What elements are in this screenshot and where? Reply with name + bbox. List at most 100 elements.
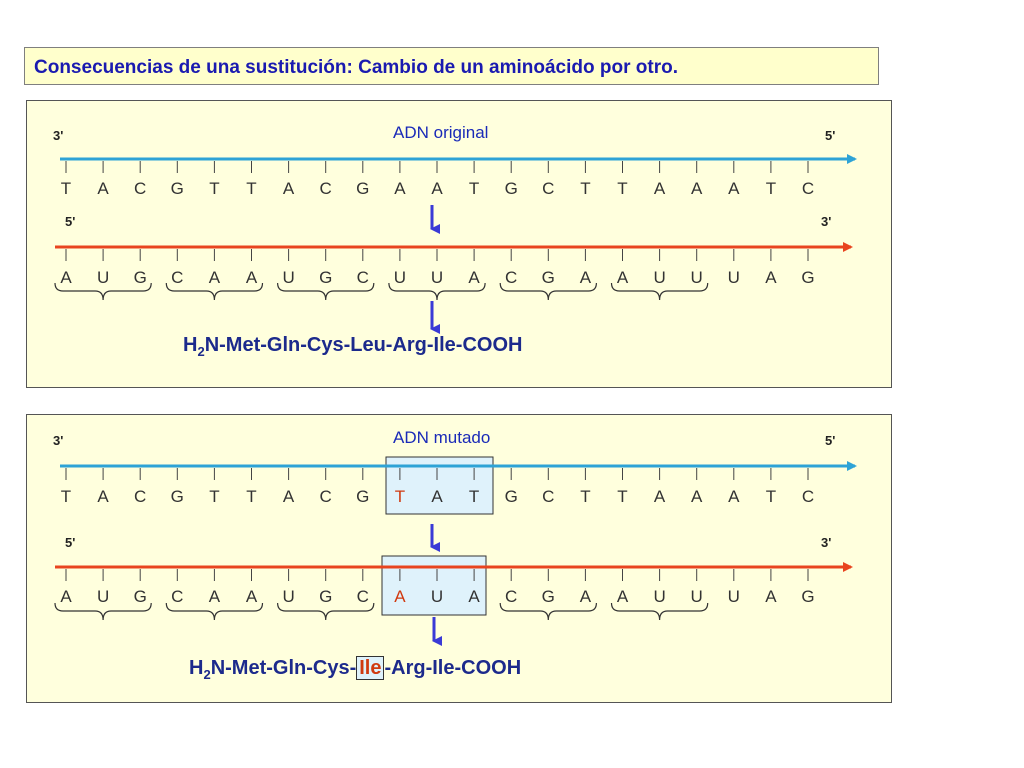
- protein-before: N-Met-Gln-Cys-: [210, 657, 357, 679]
- codon-braces: [54, 602, 709, 621]
- dna-base: T: [765, 487, 777, 506]
- title-box: Consecuencias de una sustitución: Cambio…: [24, 47, 879, 85]
- dna-base: A: [97, 179, 109, 198]
- codon-brace: [54, 282, 152, 301]
- dna-base: G: [356, 179, 370, 198]
- rna-base: A: [60, 268, 72, 287]
- rna-base: G: [133, 268, 147, 287]
- dna-base: T: [617, 179, 628, 198]
- page-title: Consecuencias de una sustitución: Cambio…: [34, 57, 678, 78]
- codon-brace: [499, 282, 597, 301]
- rna-base: G: [801, 587, 815, 606]
- rna-base: A: [468, 268, 480, 287]
- panel-mutated-graphics: [54, 456, 857, 646]
- panel-mutated-dna: 3' ADN mutado 5' T A C G T T A C G T A T G C T T A A A T C 5…: [26, 414, 892, 703]
- protein-sequence: H2N-Met-Gln-Cys-Leu-Arg-Ile-COOH: [183, 334, 522, 359]
- dna-base: C: [319, 487, 332, 506]
- rna-left-end-label: 5': [65, 214, 76, 229]
- rna-base: A: [579, 587, 592, 606]
- rna-base: A: [208, 268, 221, 287]
- rna-base: U: [653, 268, 666, 287]
- rna-base: U: [393, 268, 407, 287]
- dna-base: A: [97, 487, 109, 506]
- dna-base: A: [728, 487, 740, 506]
- codon-braces: [54, 282, 709, 301]
- panel-original-graphics: [54, 154, 857, 334]
- rna-base: U: [653, 587, 666, 606]
- rna-base: G: [541, 268, 555, 287]
- rna-base: U: [727, 268, 740, 287]
- codon-brace: [610, 282, 709, 301]
- protein-prefix: H: [183, 334, 198, 356]
- dna-base: T: [209, 179, 220, 198]
- rna-base: U: [282, 268, 295, 287]
- dna-right-end-label: 5': [825, 128, 836, 143]
- dna-ticks: [65, 161, 809, 173]
- rna-base: U: [96, 268, 110, 287]
- rna-base: C: [171, 268, 184, 287]
- dna-base: G: [356, 487, 370, 506]
- dna-base-mutated: T: [394, 487, 406, 506]
- protein-changed-residue: Ile: [356, 656, 385, 680]
- rna-base-mutated: A: [394, 587, 406, 606]
- protein-after: -Arg-Ile-COOH: [385, 334, 523, 356]
- dna-base: T: [246, 179, 257, 198]
- rna-base: U: [690, 587, 703, 606]
- rna-ticks: [65, 249, 809, 261]
- dna-base: T: [468, 487, 480, 506]
- dna-base: T: [765, 179, 777, 198]
- dna-base: A: [728, 179, 740, 198]
- protein-sequence: H2N-Met-Gln-Cys- Ile -Arg-Ile-COOH: [189, 656, 521, 682]
- codon-brace: [277, 602, 375, 621]
- rna-base: A: [765, 587, 777, 606]
- codon-brace: [388, 282, 486, 301]
- panel-heading: ADN original: [393, 123, 489, 142]
- dna-base: C: [542, 487, 555, 506]
- protein-subscript: 2: [203, 667, 211, 682]
- dna-base: A: [394, 179, 406, 198]
- dna-left-end-label: 3': [53, 128, 64, 143]
- rna-base: U: [690, 268, 703, 287]
- dna-base: G: [170, 487, 184, 506]
- rna-base: U: [282, 587, 295, 606]
- rna-base: G: [801, 268, 815, 287]
- rna-right-end-label: 3': [821, 535, 832, 550]
- codon-brace: [54, 602, 152, 621]
- rna-base: C: [505, 587, 518, 606]
- dna-base: A: [691, 179, 703, 198]
- rna-base: A: [245, 587, 258, 606]
- panel-heading: ADN mutado: [393, 428, 491, 447]
- dna-base: G: [504, 179, 518, 198]
- dna-ticks: [65, 468, 809, 480]
- rna-base: A: [616, 587, 629, 606]
- protein-changed-residue: Leu: [350, 334, 386, 356]
- rna-base: A: [765, 268, 777, 287]
- dna-base: C: [542, 179, 555, 198]
- rna-base: G: [541, 587, 555, 606]
- rna-base: U: [430, 587, 444, 606]
- codon-brace: [165, 602, 264, 621]
- dna-base: T: [580, 487, 591, 506]
- rna-base: U: [430, 268, 444, 287]
- panel-original-dna: 3' ADN original 5' T A C G T T A C G A A T G C T T A A A T C…: [26, 100, 892, 388]
- dna-base: C: [134, 179, 147, 198]
- rna-base: A: [208, 587, 221, 606]
- dna-base: T: [209, 487, 220, 506]
- codon-brace: [165, 282, 264, 301]
- rna-base: C: [505, 268, 518, 287]
- rna-base: C: [171, 587, 184, 606]
- dna-base: A: [282, 179, 295, 198]
- rna-base: G: [319, 268, 333, 287]
- dna-base: G: [504, 487, 518, 506]
- codon-brace: [610, 602, 709, 621]
- dna-base: C: [801, 179, 815, 198]
- rna-base: A: [245, 268, 258, 287]
- protein-after: -Arg-Ile-COOH: [384, 657, 522, 679]
- rna-base: U: [727, 587, 740, 606]
- dna-base: A: [691, 487, 703, 506]
- rna-left-end-label: 5': [65, 535, 76, 550]
- rna-base: A: [616, 268, 629, 287]
- codon-brace: [277, 282, 375, 301]
- protein-before: N-Met-Gln-Cys-: [204, 334, 351, 356]
- dna-base: C: [319, 179, 332, 198]
